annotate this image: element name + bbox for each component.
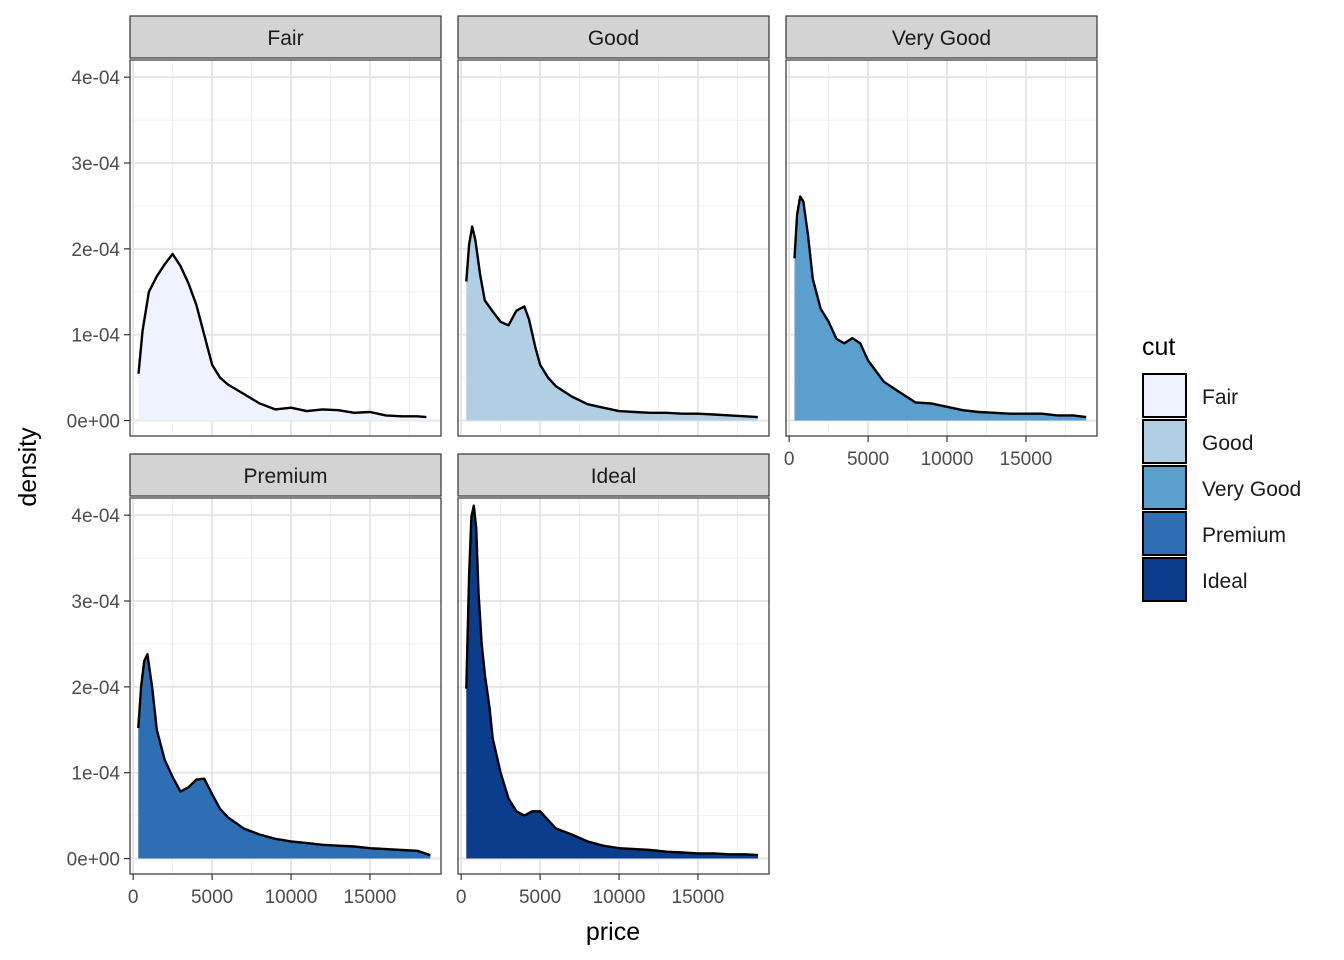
legend-key-good [1142,419,1187,464]
density-area-fair [138,254,427,421]
x-tick-label: 10000 [921,449,974,470]
facet-premium: Premium 0e+00 1e-04 2e-04 3e-04 4e-04 0 5000 100… [67,453,442,908]
x-axis-title: price [586,918,640,946]
x-tick-label: 10000 [265,887,318,908]
facet-strip-label: Very Good [892,27,991,50]
facet-strip-label: Fair [267,27,303,50]
axes-labels: price density [14,427,640,946]
panel-border [129,497,442,875]
facet-strip [129,15,442,59]
y-tick-label: 2e-04 [71,678,120,699]
legend-label-ideal: Ideal [1202,570,1248,593]
x-tick-label: 15000 [1000,449,1053,470]
legend-label-premium: Premium [1202,524,1286,547]
x-tick-label: 5000 [191,887,233,908]
facet-panels: Fair 0e+00 1e-04 2e-04 3e-04 4e-04 Good Very Go… [67,15,1098,908]
y-tick-label: 3e-04 [71,592,120,613]
density-line-very-good [793,195,1087,419]
facet-strip-label: Premium [243,465,327,488]
panel-border [457,59,770,437]
legend-key-very-good [1142,465,1187,510]
x-tick-label: 15000 [672,887,725,908]
facet-very-good: Very Good 0 5000 10000 15000 [784,15,1098,470]
density-line-premium [137,653,431,857]
y-tick-label: 0e+00 [67,412,120,433]
facet-fair: Fair 0e+00 1e-04 2e-04 3e-04 4e-04 [67,15,442,437]
y-axis-title: density [14,427,42,507]
legend: cut Fair Good Very Good Premium Ideal [1142,333,1301,602]
legend-label-good: Good [1202,432,1253,455]
x-tick-label: 0 [128,887,139,908]
density-area-premium [138,654,431,859]
x-tick-label: 0 [784,449,795,470]
facet-strip-label: Ideal [591,465,637,488]
density-line-fair [137,252,427,419]
x-tick-label: 15000 [344,887,397,908]
x-tick-label: 5000 [519,887,561,908]
density-line-ideal [465,504,759,857]
panel-border [457,497,770,875]
y-tick-label: 0e+00 [67,850,120,871]
y-tick-label: 4e-04 [71,68,120,89]
density-area-good [466,226,758,421]
legend-label-fair: Fair [1202,386,1238,409]
y-tick-label: 2e-04 [71,240,120,261]
panel-border [785,59,1098,437]
y-tick-label: 1e-04 [71,326,120,347]
facet-strip [129,453,442,497]
x-tick-label: 5000 [847,449,889,470]
density-area-ideal [466,505,758,859]
facet-good: Good [457,15,770,437]
y-tick-label: 1e-04 [71,764,120,785]
facet-strip [457,15,770,59]
legend-label-very-good: Very Good [1202,478,1301,501]
facet-strip [457,453,770,497]
legend-key-premium [1142,511,1187,556]
legend-key-ideal [1142,557,1187,602]
facet-strip [785,15,1098,59]
x-tick-label: 10000 [593,887,646,908]
density-area-very-good [794,196,1087,421]
panel-border [129,59,442,437]
legend-title: cut [1142,333,1175,361]
legend-key-fair [1142,373,1187,418]
facet-ideal: Ideal 0 5000 10000 15000 [456,453,770,908]
density-line-good [465,225,758,419]
x-tick-label: 0 [456,887,467,908]
facet-strip-label: Good [588,27,639,50]
y-tick-label: 3e-04 [71,154,120,175]
y-tick-label: 4e-04 [71,506,120,527]
